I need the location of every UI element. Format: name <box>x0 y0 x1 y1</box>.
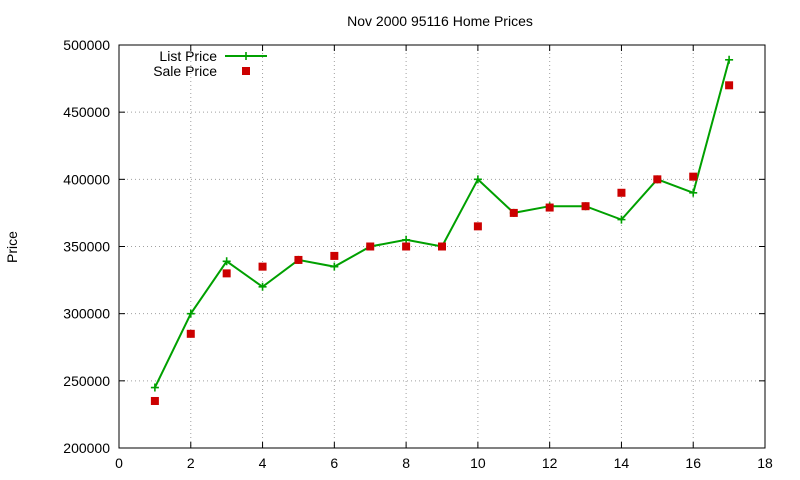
sale-price-point <box>366 242 375 251</box>
list-price-point <box>473 175 482 184</box>
sale-price-point <box>725 81 734 90</box>
sale-price-point <box>617 188 626 197</box>
sale-price-point <box>509 208 518 217</box>
list-price-point <box>689 188 698 197</box>
sale-price-point <box>330 251 339 260</box>
sale-price-point <box>653 175 662 184</box>
list-price-point <box>222 257 231 266</box>
y-tick-label: 450000 <box>63 104 110 120</box>
legend-plus-marker <box>242 52 250 60</box>
legend-square-marker <box>242 67 250 75</box>
sale-price-point <box>402 242 411 251</box>
sale-price-point <box>581 202 590 211</box>
legend-label: List Price <box>159 48 217 64</box>
x-tick-label: 6 <box>330 455 338 471</box>
sale-price-point <box>186 329 195 338</box>
list-price-point <box>150 383 159 392</box>
x-tick-label: 14 <box>614 455 630 471</box>
series-0 <box>150 55 734 392</box>
x-tick-label: 0 <box>115 455 123 471</box>
list-price-point <box>725 55 734 64</box>
list-price-point <box>617 215 626 224</box>
series-layer <box>150 55 734 405</box>
x-tick-label: 18 <box>757 455 773 471</box>
x-tick-label: 12 <box>542 455 558 471</box>
list-price-point <box>186 309 195 318</box>
sale-price-point <box>258 262 267 271</box>
legend-label: Sale Price <box>153 63 217 79</box>
sale-price-point <box>294 255 303 264</box>
x-tick-label: 2 <box>187 455 195 471</box>
sale-price-point <box>150 396 159 405</box>
list-price-line <box>153 59 731 388</box>
sale-price-point <box>473 222 482 231</box>
series-1 <box>150 81 734 405</box>
x-tick-label: 10 <box>470 455 486 471</box>
x-tick-label: 8 <box>402 455 410 471</box>
y-axis-label: Price <box>4 231 20 263</box>
sale-price-point <box>545 203 554 212</box>
sale-price-point <box>689 172 698 181</box>
sale-price-point <box>222 269 231 278</box>
sale-price-point <box>438 242 446 251</box>
y-tick-label: 250000 <box>63 373 110 389</box>
list-price-point <box>330 262 339 271</box>
x-tick-label: 16 <box>685 455 701 471</box>
y-tick-label: 500000 <box>63 37 110 53</box>
list-price-point <box>402 235 411 244</box>
y-tick-label: 350000 <box>63 239 110 255</box>
list-price-point <box>258 282 267 291</box>
y-tick-label: 300000 <box>63 306 110 322</box>
y-tick-label: 400000 <box>63 171 110 187</box>
chart-title: Nov 2000 95116 Home Prices <box>347 13 533 29</box>
y-tick-label: 200000 <box>63 440 110 456</box>
axis-ticks: 0 2 4 6 8 10 12 14 16 18 200000 250000 300000 350000 4… <box>63 37 773 471</box>
x-tick-label: 4 <box>259 455 267 471</box>
